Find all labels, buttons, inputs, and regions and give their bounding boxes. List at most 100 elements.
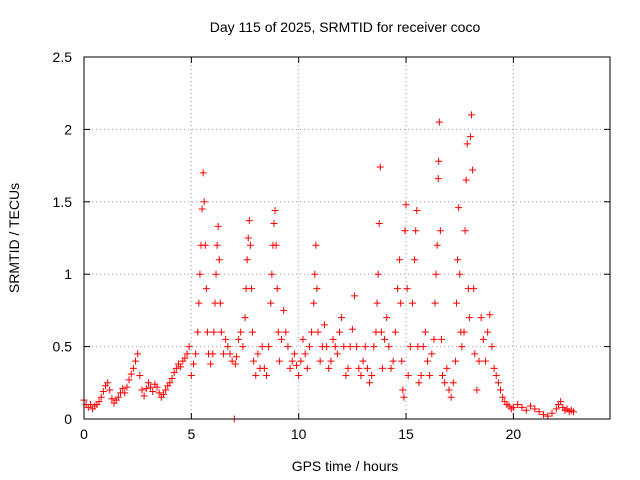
data-point [424,357,432,365]
data-point [144,379,152,387]
data-point [552,405,560,413]
data-point [245,217,253,225]
data-point [325,364,333,372]
data-point [222,335,230,343]
data-point [207,360,215,368]
data-point [471,350,479,358]
data-point [308,328,316,336]
x-tick-label: 15 [398,426,414,442]
data-point [447,393,455,401]
data-point [470,285,478,293]
data-point [344,364,352,372]
data-point [477,314,485,322]
data-point [177,363,185,371]
data-point [452,299,460,307]
data-point [314,328,322,336]
data-point [168,374,176,382]
data-point [488,343,496,351]
data-point [396,256,404,264]
data-point [250,357,258,365]
y-tick-label: 0.5 [53,339,73,355]
data-point [456,270,464,278]
data-point [172,364,180,372]
data-point [127,370,135,378]
data-point [342,372,350,380]
y-axis-title: SRMTID / TECUs [6,183,22,293]
x-tick-label: 0 [80,426,88,442]
data-point [265,343,273,351]
data-point [433,241,441,249]
data-point [280,306,288,314]
data-point [419,343,427,351]
data-point [455,204,463,212]
data-point [412,227,420,235]
data-point [461,227,469,235]
data-point [432,270,440,278]
data-point [348,325,356,333]
data-point [441,379,449,387]
data-point [436,227,444,235]
data-point [104,379,112,387]
data-point [320,321,328,329]
data-point [518,403,526,411]
x-tick-label: 10 [291,426,307,442]
data-point [522,406,530,414]
data-point [490,364,498,372]
data-point [140,392,148,400]
y-tick-label: 2 [64,121,72,137]
data-point [570,408,578,416]
data-point [428,350,436,358]
data-point [486,311,494,319]
data-point [286,364,294,372]
data-point [134,350,142,358]
data-point [232,353,240,361]
data-point [378,364,386,372]
data-point [353,343,361,351]
data-point [335,328,343,336]
data-point [351,292,359,300]
data-point [403,285,411,293]
data-point [166,379,174,387]
data-point [514,401,522,409]
data-point [295,372,303,380]
data-point [404,372,412,380]
data-point [155,389,163,397]
data-point [181,354,189,362]
data-point [159,390,167,398]
data-point [385,343,393,351]
data-point [235,335,243,343]
data-point [374,270,382,278]
data-point [237,328,245,336]
data-point [108,395,116,403]
data-point [411,256,419,264]
data-point [284,343,292,351]
data-point [196,270,204,278]
data-point [340,343,348,351]
data-point [473,386,481,394]
data-point [254,350,262,358]
data-point [492,372,500,380]
data-point [373,299,381,307]
data-point [312,241,320,249]
data-point [217,328,225,336]
data-point [449,379,457,387]
data-point [370,343,378,351]
data-point [243,256,251,264]
data-point [170,369,178,377]
data-point [408,299,416,307]
data-point [183,350,191,358]
data-point [231,360,239,368]
grid-lines [84,57,610,419]
data-point [462,176,470,184]
data-point [366,379,374,387]
data-point [465,314,473,322]
data-point [338,314,346,322]
data-point [114,393,122,401]
data-point [301,350,309,358]
data-point [499,393,507,401]
data-point [290,350,298,358]
data-point [299,335,307,343]
data-point [244,234,252,242]
data-point [136,372,144,380]
data-point [494,379,502,387]
